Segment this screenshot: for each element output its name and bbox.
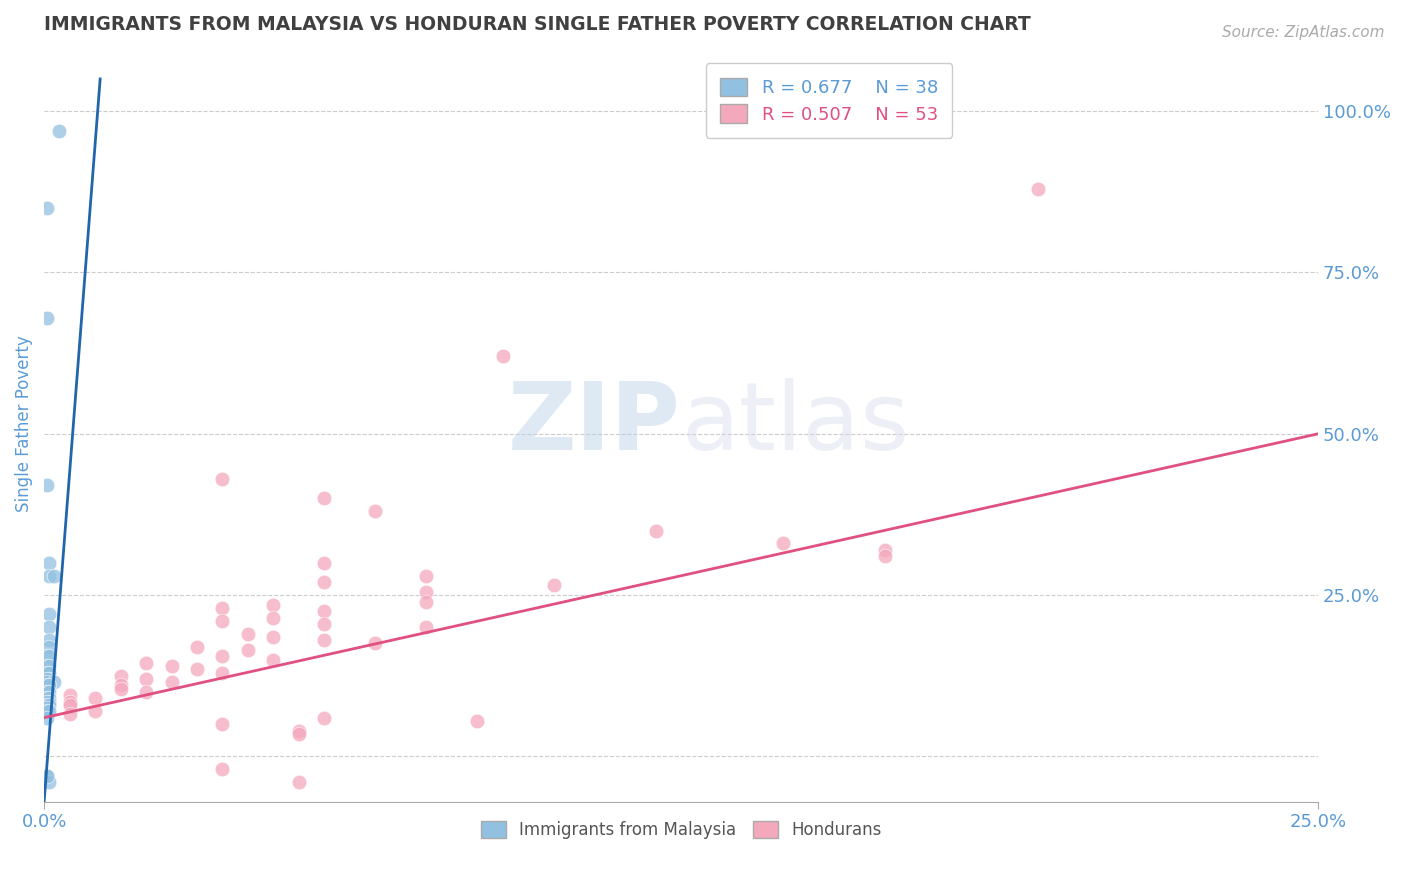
Point xyxy=(262,652,284,666)
Point xyxy=(236,643,259,657)
Point xyxy=(35,310,58,325)
Point xyxy=(35,201,58,215)
Point xyxy=(35,701,58,715)
Point xyxy=(288,775,311,789)
Point xyxy=(38,568,60,582)
Point xyxy=(84,691,107,706)
Point xyxy=(35,704,58,718)
Point xyxy=(415,585,437,599)
Point xyxy=(211,614,233,628)
Point xyxy=(314,556,336,570)
Point xyxy=(873,543,896,558)
Text: atlas: atlas xyxy=(681,378,910,470)
Point xyxy=(186,662,208,676)
Point xyxy=(644,524,666,538)
Point xyxy=(415,568,437,582)
Point xyxy=(492,350,515,364)
Point xyxy=(135,685,157,699)
Point xyxy=(35,691,58,706)
Point xyxy=(262,598,284,612)
Point xyxy=(314,491,336,506)
Point xyxy=(288,723,311,738)
Text: IMMIGRANTS FROM MALAYSIA VS HONDURAN SINGLE FATHER POVERTY CORRELATION CHART: IMMIGRANTS FROM MALAYSIA VS HONDURAN SIN… xyxy=(44,15,1031,34)
Point xyxy=(160,659,183,673)
Point xyxy=(38,672,60,686)
Point xyxy=(364,504,387,518)
Point xyxy=(314,633,336,648)
Point xyxy=(415,594,437,608)
Point xyxy=(38,698,60,712)
Point xyxy=(58,688,80,702)
Point xyxy=(38,685,60,699)
Point xyxy=(38,633,60,648)
Point xyxy=(314,604,336,618)
Point xyxy=(186,640,208,654)
Y-axis label: Single Father Poverty: Single Father Poverty xyxy=(15,335,32,513)
Point xyxy=(35,678,58,692)
Text: ZIP: ZIP xyxy=(508,378,681,470)
Point xyxy=(38,620,60,634)
Point xyxy=(58,695,80,709)
Point xyxy=(38,607,60,622)
Point xyxy=(44,568,66,582)
Point xyxy=(38,775,60,789)
Point xyxy=(35,769,58,783)
Point xyxy=(314,617,336,632)
Point xyxy=(211,717,233,731)
Point xyxy=(38,649,60,664)
Point xyxy=(314,711,336,725)
Point xyxy=(35,675,58,690)
Point xyxy=(58,707,80,722)
Point xyxy=(35,698,58,712)
Point xyxy=(1026,181,1049,195)
Point xyxy=(772,536,794,550)
Point xyxy=(364,636,387,650)
Point xyxy=(314,575,336,590)
Legend: Immigrants from Malaysia, Hondurans: Immigrants from Malaysia, Hondurans xyxy=(474,814,889,847)
Point xyxy=(35,769,58,783)
Point xyxy=(35,711,58,725)
Point xyxy=(236,627,259,641)
Point xyxy=(415,620,437,634)
Point xyxy=(262,630,284,644)
Point xyxy=(35,649,58,664)
Point xyxy=(135,672,157,686)
Point xyxy=(48,123,70,137)
Point xyxy=(84,704,107,718)
Point xyxy=(110,669,132,683)
Point xyxy=(35,478,58,492)
Point xyxy=(38,659,60,673)
Point xyxy=(35,672,58,686)
Point xyxy=(35,695,58,709)
Point xyxy=(38,556,60,570)
Point xyxy=(35,685,58,699)
Point xyxy=(262,610,284,624)
Point xyxy=(38,704,60,718)
Point xyxy=(58,698,80,712)
Point xyxy=(35,665,58,680)
Point xyxy=(211,601,233,615)
Point xyxy=(465,714,488,728)
Point xyxy=(160,675,183,690)
Point xyxy=(44,675,66,690)
Point xyxy=(211,665,233,680)
Point xyxy=(211,649,233,664)
Point xyxy=(38,640,60,654)
Point xyxy=(110,681,132,696)
Point xyxy=(35,659,58,673)
Point xyxy=(38,665,60,680)
Text: Source: ZipAtlas.com: Source: ZipAtlas.com xyxy=(1222,25,1385,40)
Point xyxy=(211,472,233,486)
Point xyxy=(211,762,233,776)
Point xyxy=(38,678,60,692)
Point xyxy=(873,549,896,564)
Point xyxy=(135,656,157,670)
Point xyxy=(38,695,60,709)
Point xyxy=(110,678,132,692)
Point xyxy=(543,578,565,592)
Point xyxy=(38,691,60,706)
Point xyxy=(288,727,311,741)
